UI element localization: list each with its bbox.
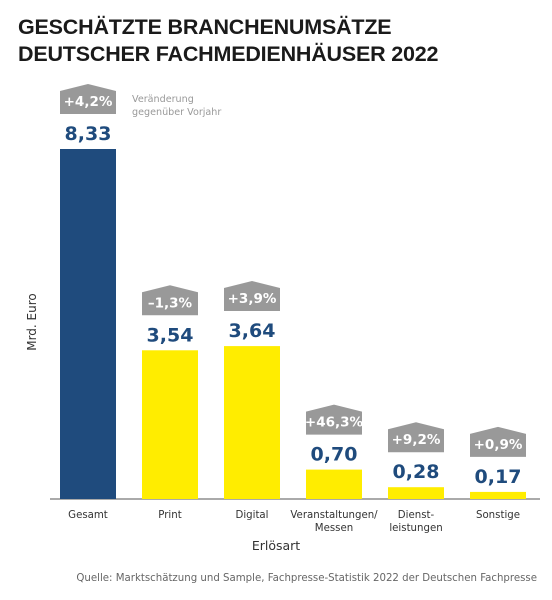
x-axis-label: Erlösart	[252, 538, 300, 553]
bar-1	[142, 350, 198, 499]
change-label-1: –1,3%	[148, 295, 193, 311]
category-label-0-0: Gesamt	[68, 510, 108, 521]
change-label-0: +4,2%	[64, 94, 113, 110]
change-badge-3	[306, 404, 362, 435]
change-badge-5	[470, 426, 526, 457]
source-note: Quelle: Marktschätzung und Sample, Fachp…	[76, 573, 537, 584]
chart-title-line-1: GESCHÄTZTE BRANCHENUMSÄTZE	[18, 15, 392, 39]
y-axis-label: Mrd. Euro	[25, 293, 39, 351]
value-label-4: 0,28	[393, 461, 440, 483]
bar-0	[60, 149, 116, 499]
change-label-3: +46,3%	[305, 415, 364, 431]
change-label-4: +9,2%	[392, 432, 441, 448]
change-label-2: +3,9%	[228, 291, 277, 307]
chart-title: GESCHÄTZTE BRANCHENUMSÄTZE DEUTSCHER FAC…	[18, 14, 538, 68]
bar-4	[388, 487, 444, 499]
category-label-5-0: Sonstige	[476, 510, 520, 521]
change-badge-1	[142, 285, 198, 316]
bar-2	[224, 346, 280, 499]
change-note: Veränderung gegenüber Vorjahr	[132, 94, 221, 118]
change-label-5: +0,9%	[474, 437, 523, 453]
change-badge-2	[224, 281, 280, 312]
category-label-4-0: Dienst-	[398, 510, 435, 521]
value-label-5: 0,17	[475, 466, 522, 488]
value-label-0: 8,33	[65, 123, 112, 145]
change-badge-4	[388, 422, 444, 453]
category-label-2-0: Digital	[235, 510, 268, 521]
change-note-line-1: Veränderung	[132, 94, 194, 105]
category-label-3-0: Veranstaltungen/	[290, 510, 378, 521]
chart-title-line-2: DEUTSCHER FACHMEDIENHÄUSER 2022	[18, 42, 439, 66]
value-label-1: 3,54	[147, 324, 194, 346]
value-label-3: 0,70	[311, 444, 358, 466]
value-label-2: 3,64	[229, 320, 276, 342]
change-note-line-2: gegenüber Vorjahr	[132, 107, 221, 118]
category-label-3-1: Messen	[315, 523, 353, 534]
category-label-4-1: leistungen	[389, 523, 442, 534]
bar-5	[470, 491, 526, 499]
change-badge-0	[60, 84, 116, 114]
bar-3	[306, 469, 362, 499]
category-label-1-0: Print	[158, 510, 181, 521]
chart-marks: 8,33 +4,2% Gesamt 3,54 –1,3% Print 3,64 +3,9% Di…	[60, 84, 526, 534]
